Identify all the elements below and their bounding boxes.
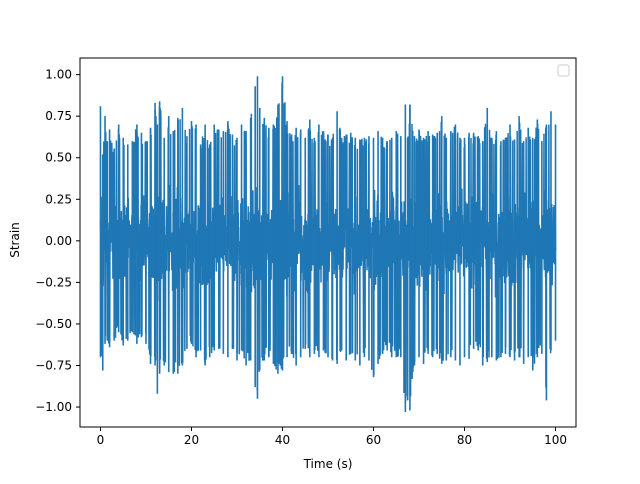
y-axis-label: Strain [8, 222, 22, 258]
legend [557, 64, 570, 77]
y-tick-label: 0.00 [45, 234, 72, 248]
axes-frame [79, 57, 577, 428]
series-0 [99, 76, 557, 413]
x-axis-label: Time (s) [303, 457, 353, 471]
axes-layer: 0 20 40 60 80 100 −1.00 −0.75 −0.50 −0.25 0.00 0.25… [35, 57, 577, 447]
x-tick-label: 100 [544, 433, 567, 447]
y-tick-label: 0.50 [45, 151, 72, 165]
y-tick-label: −0.50 [35, 317, 72, 331]
x-tick-label: 60 [366, 433, 381, 447]
y-tick-label: 0.25 [45, 192, 72, 206]
x-tick-label: 0 [97, 433, 105, 447]
y-tick-label: −1.00 [35, 400, 72, 414]
x-tick-label: 20 [184, 433, 199, 447]
y-tick-label: −0.25 [35, 275, 72, 289]
y-tick-label: 1.00 [45, 68, 72, 82]
y-tick-label: −0.75 [35, 359, 72, 373]
series-layer [99, 76, 557, 413]
y-tick-label: 0.75 [45, 109, 72, 123]
x-tick-label: 40 [275, 433, 290, 447]
x-tick-label: 80 [457, 433, 472, 447]
legend-box [557, 64, 570, 77]
